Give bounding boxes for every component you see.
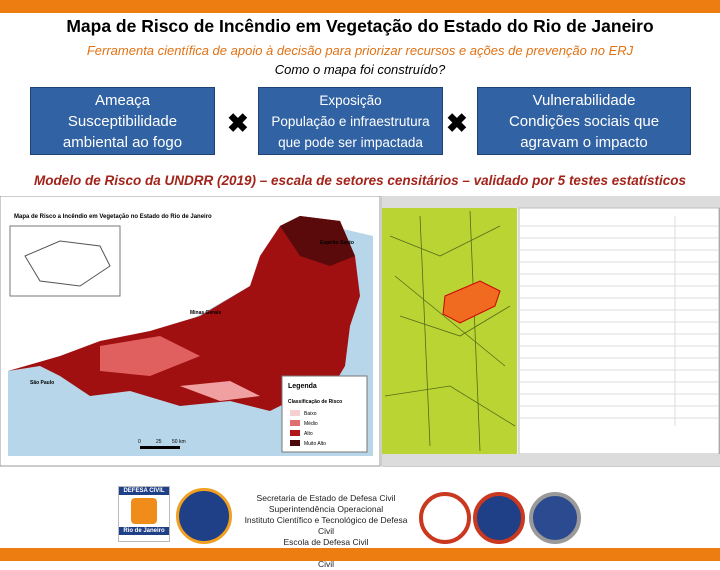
box-line: Susceptibilidade xyxy=(67,112,178,130)
attribute-panel xyxy=(518,207,720,455)
question: Como o mapa foi construído? xyxy=(274,62,446,77)
logo xyxy=(473,492,525,544)
gis-map xyxy=(382,208,517,454)
legend-subtitle: Classificação de Risco xyxy=(288,399,342,405)
times-icon: ✖ xyxy=(446,108,468,138)
logo-text: Rio de Janeiro xyxy=(119,527,169,535)
footer-line: Escola de Defesa Civil xyxy=(283,537,369,547)
legend-item: Alto xyxy=(304,431,313,437)
logo xyxy=(419,492,471,544)
box-line: que pode ser impactada xyxy=(278,134,423,150)
box-line: Exposição xyxy=(319,92,382,108)
maps: Mapa de Risco a Incêndio em Vegetação no… xyxy=(0,196,720,467)
box-line: ambiental ao fogo xyxy=(62,133,183,151)
legend-swatch xyxy=(290,430,300,436)
footer-line: Superintendência Operacional xyxy=(268,504,384,514)
bottom-bar xyxy=(0,548,720,561)
inset-outline xyxy=(24,240,111,287)
selected-tract xyxy=(442,280,501,324)
toolbar xyxy=(382,196,720,208)
box-line: Ameaça xyxy=(94,91,151,109)
footer-line: Instituto Científico e Tecnológico de De… xyxy=(244,515,408,536)
legend-swatch xyxy=(290,410,300,416)
box-line: agravam o impacto xyxy=(520,133,648,151)
box-line: Vulnerabilidade xyxy=(532,91,636,109)
place-label: Espírito Santo xyxy=(320,240,354,246)
scale-label: 25 xyxy=(156,439,162,445)
subtitle: Ferramenta científica de apoio à decisão… xyxy=(86,43,634,58)
logo: DEFESA CIVIL Rio de Janeiro xyxy=(118,486,170,542)
box-line: População e infraestrutura xyxy=(271,113,430,129)
logo xyxy=(176,488,232,544)
legend-swatch xyxy=(290,420,300,426)
map-title: Mapa de Risco a Incêndio em Vegetação no… xyxy=(14,214,212,220)
state-rj xyxy=(8,216,360,411)
risk-area xyxy=(180,381,260,401)
scale-label: 50 km xyxy=(172,439,186,445)
logo xyxy=(529,492,581,544)
box: Vulnerabilidade Condições sociais que agra… xyxy=(477,87,691,155)
logo-emblem xyxy=(131,498,157,524)
attribute-rows xyxy=(520,216,718,426)
risk-area xyxy=(100,336,200,376)
method: Modelo de Risco da UNDRR (2019) – escala… xyxy=(34,173,686,188)
legend-swatch xyxy=(290,440,300,446)
top-bar xyxy=(0,0,720,13)
logo-text: DEFESA CIVIL xyxy=(119,487,169,495)
inset xyxy=(9,225,121,297)
legend-item: Médio xyxy=(304,421,318,427)
legend-item: Muito Alto xyxy=(304,441,326,447)
times-icon: ✖ xyxy=(227,108,249,138)
status-bar xyxy=(382,454,720,466)
tract-lines xyxy=(384,210,516,452)
place-label: São Paulo xyxy=(30,380,54,386)
place-label: Minas Gerais xyxy=(190,310,221,316)
risk-area xyxy=(280,216,355,266)
box: Exposição População e infraestrutura que p… xyxy=(258,87,443,155)
scale-bar xyxy=(140,446,180,449)
box-line: Condições sociais que xyxy=(508,112,660,130)
box: Ameaça Susceptibilidade ambiental ao fogo xyxy=(30,87,215,155)
title: Mapa de Risco de Incêndio em Vegetação d… xyxy=(66,16,654,36)
legend-title: Legenda xyxy=(288,383,317,390)
footer-line: Secretaria de Estado de Defesa Civil xyxy=(256,493,396,503)
legend-item: Baixo xyxy=(304,411,317,417)
scale-label: 0 xyxy=(138,439,141,445)
